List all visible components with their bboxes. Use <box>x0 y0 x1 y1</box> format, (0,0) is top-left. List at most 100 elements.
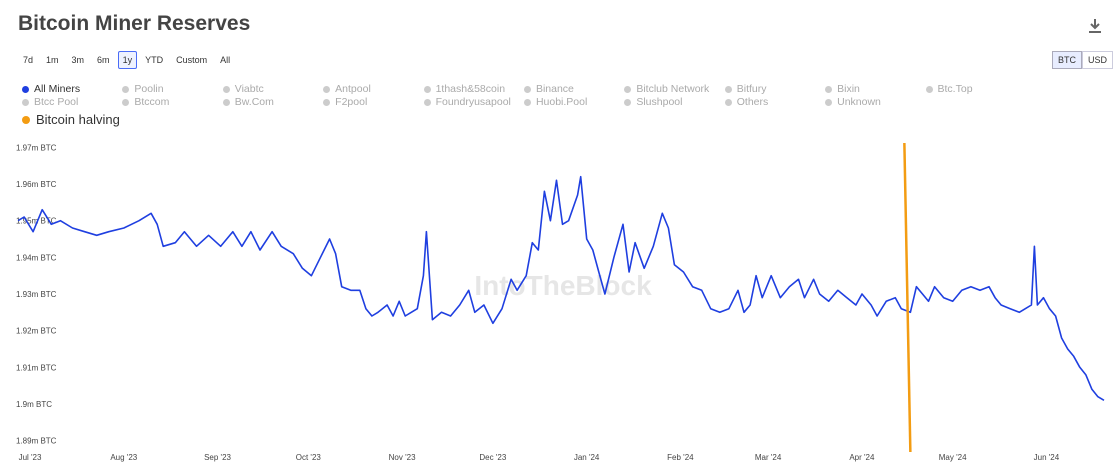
legend-label: Antpool <box>335 83 371 95</box>
legend-item-f2pool[interactable]: F2pool <box>323 96 423 108</box>
legend-dot-icon <box>925 85 933 93</box>
legend-label: Slushpool <box>636 96 683 108</box>
legend-dot-icon <box>323 98 331 106</box>
x-tick-label: Apr '24 <box>849 453 875 462</box>
legend-label: Poolin <box>134 83 164 95</box>
x-tick-label: Aug '23 <box>110 453 137 462</box>
y-tick-label: 1.9m BTC <box>16 400 52 409</box>
unit-usd-button[interactable]: USD <box>1082 51 1114 69</box>
legend-label: Btccom <box>134 96 170 108</box>
legend-item-all-miners[interactable]: All Miners <box>22 83 122 95</box>
x-tick-label: Nov '23 <box>389 453 416 462</box>
legend-item-viabtc[interactable]: Viabtc <box>222 83 323 95</box>
legend-dot-icon <box>122 85 130 93</box>
legend-label: Btc.Top <box>937 83 973 95</box>
download-icon[interactable] <box>1088 18 1102 34</box>
legend-item-antpool[interactable]: Antpool <box>323 83 423 95</box>
y-tick-label: 1.94m BTC <box>16 253 57 262</box>
x-tick-label: Sep '23 <box>204 453 231 462</box>
legend-label-bitcoin-halving: Bitcoin halving <box>36 112 120 127</box>
unit-toggle: BTC USD <box>1052 51 1114 69</box>
y-tick-label: 1.95m BTC <box>16 217 57 226</box>
legend-label: 1thash&58coin <box>435 83 506 95</box>
legend-item-1thash-58coin[interactable]: 1thash&58coin <box>423 83 524 95</box>
legend-dot-icon <box>523 98 531 106</box>
legend-item-bixin[interactable]: Bixin <box>825 83 925 95</box>
halving-marker-line <box>903 142 912 453</box>
range-1y-button[interactable]: 1y <box>117 51 138 69</box>
range-ytd-button[interactable]: YTD <box>145 55 164 65</box>
legend-item-others[interactable]: Others <box>724 96 825 108</box>
y-tick-label: 1.97m BTC <box>16 143 57 152</box>
legend-label: Bixin <box>837 83 860 95</box>
legend-dot-icon <box>825 85 833 93</box>
time-range-selector: 7d 1m 3m 6m 1y YTD Custom All <box>18 51 235 69</box>
watermark: IntoTheBlock <box>474 270 652 301</box>
halving-dot-icon <box>22 115 30 124</box>
range-all-button[interactable]: All <box>220 55 231 65</box>
legend-dot-icon <box>423 85 431 93</box>
x-tick-label: Feb '24 <box>667 453 694 462</box>
range-3m-button[interactable]: 3m <box>71 55 85 65</box>
range-custom-button[interactable]: Custom <box>176 55 208 65</box>
legend-item-bitfury[interactable]: Bitfury <box>724 83 825 95</box>
x-tick-label: Dec '23 <box>479 453 506 462</box>
x-tick-label: Jan '24 <box>574 453 600 462</box>
legend-item-bw-com[interactable]: Bw.Com <box>222 96 323 108</box>
legend-dot-icon <box>724 98 732 106</box>
legend-dot-icon <box>523 85 531 93</box>
legend-dot-icon <box>22 85 29 93</box>
x-tick-label: Mar '24 <box>755 453 782 462</box>
legend-label: All Miners <box>34 83 81 95</box>
y-tick-label: 1.92m BTC <box>16 327 57 336</box>
legend-item-bitcoin-halving[interactable]: Bitcoin halving <box>22 112 1102 127</box>
legend-item-poolin[interactable]: Poolin <box>122 83 222 95</box>
range-7d-button[interactable]: 7d <box>23 55 34 65</box>
unit-btc-button[interactable]: BTC <box>1052 51 1082 69</box>
page-title: Bitcoin Miner Reserves <box>18 12 251 35</box>
legend-label: Btcc Pool <box>34 96 79 108</box>
legend-item-unknown[interactable]: Unknown <box>825 96 925 108</box>
x-tick-label: Oct '23 <box>296 453 322 462</box>
legend-label: Bw.Com <box>234 96 274 108</box>
legend-item-huobi-pool[interactable]: Huobi.Pool <box>523 96 624 108</box>
legend-label: Unknown <box>837 96 881 108</box>
legend-item-btccom[interactable]: Btccom <box>122 96 222 108</box>
y-tick-label: 1.89m BTC <box>16 437 57 446</box>
y-tick-label: 1.93m BTC <box>16 290 57 299</box>
legend-dot-icon <box>22 98 29 106</box>
y-tick-label: 1.96m BTC <box>16 180 57 189</box>
legend-dot-icon <box>423 98 431 106</box>
legend-label: Bitfury <box>736 83 767 95</box>
range-6m-button[interactable]: 6m <box>97 55 110 65</box>
legend-item-bitclub-network[interactable]: Bitclub Network <box>624 83 724 95</box>
legend-dot-icon <box>122 98 130 106</box>
legend-item-binance[interactable]: Binance <box>523 83 624 95</box>
legend-label: Binance <box>535 83 574 95</box>
legend-label: Foundryusapool <box>435 96 511 108</box>
legend-dot-icon <box>724 85 732 93</box>
legend-grid: All Miners Poolin Viabtc Antpool 1thash&58co… <box>22 83 1102 108</box>
x-tick-label: Jul '23 <box>19 453 42 462</box>
legend-dot-icon <box>323 85 331 93</box>
legend-dot-icon <box>624 85 632 93</box>
legend-item-btcc-pool[interactable]: Btcc Pool <box>22 96 122 108</box>
legend-label: F2pool <box>335 96 368 108</box>
legend-dot-icon <box>222 85 230 93</box>
legend-label: Huobi.Pool <box>535 96 588 108</box>
legend-item-btc-top[interactable]: Btc.Top <box>925 83 1026 95</box>
range-1m-button[interactable]: 1m <box>46 55 59 65</box>
legend-label: Bitclub Network <box>636 83 710 95</box>
x-tick-label: May '24 <box>939 453 967 462</box>
legend-dot-icon <box>624 98 632 106</box>
legend-item-slushpool[interactable]: Slushpool <box>624 96 724 108</box>
y-tick-label: 1.91m BTC <box>16 363 57 372</box>
legend-label: Viabtc <box>234 83 264 95</box>
legend-dot-icon <box>825 98 833 106</box>
legend-item-foundryusapool[interactable]: Foundryusapool <box>423 96 524 108</box>
legend: All Miners Poolin Viabtc Antpool 1thash&58co… <box>22 83 1102 127</box>
legend-dot-icon <box>222 98 230 106</box>
x-tick-label: Jun '24 <box>1034 453 1060 462</box>
legend-label: Others <box>736 96 769 108</box>
